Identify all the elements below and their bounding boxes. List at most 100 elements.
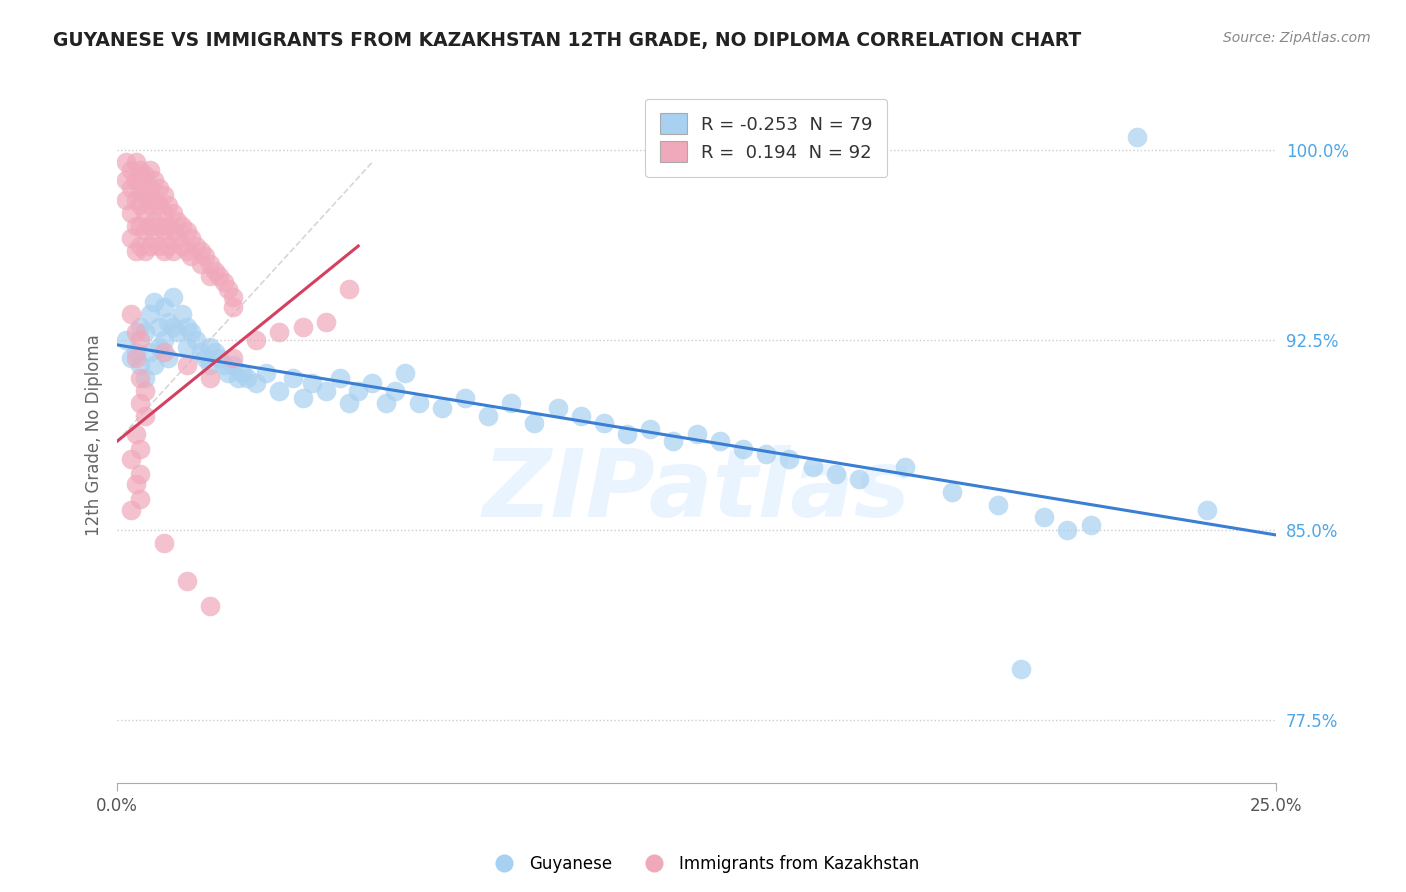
Point: [176, 244, 198, 259]
Point: [198, 257, 221, 271]
Point: [115, 194, 138, 208]
Point: [291, 391, 314, 405]
Point: [152, 244, 174, 259]
Point: [129, 467, 152, 482]
Point: [222, 351, 245, 365]
Point: [125, 173, 148, 187]
Legend: Guyanese, Immigrants from Kazakhstan: Guyanese, Immigrants from Kazakhstan: [481, 848, 925, 880]
Point: [129, 198, 152, 212]
Point: [231, 366, 253, 380]
Point: [1126, 130, 1149, 145]
Point: [194, 351, 217, 365]
Point: [115, 173, 138, 187]
Point: [115, 155, 138, 169]
Point: [755, 447, 778, 461]
Point: [315, 384, 337, 398]
Point: [166, 213, 188, 227]
Point: [212, 275, 235, 289]
Point: [375, 396, 398, 410]
Point: [138, 239, 160, 253]
Point: [269, 384, 291, 398]
Point: [157, 351, 180, 365]
Point: [291, 320, 314, 334]
Point: [125, 155, 148, 169]
Point: [222, 300, 245, 314]
Point: [848, 472, 870, 486]
Point: [125, 325, 148, 339]
Point: [120, 502, 142, 516]
Point: [134, 206, 156, 220]
Point: [134, 325, 156, 339]
Point: [190, 257, 212, 271]
Legend: R = -0.253  N = 79, R =  0.194  N = 92: R = -0.253 N = 79, R = 0.194 N = 92: [645, 99, 887, 177]
Point: [269, 325, 291, 339]
Point: [337, 282, 360, 296]
Point: [190, 244, 212, 259]
Point: [125, 219, 148, 233]
Point: [176, 358, 198, 372]
Point: [172, 219, 194, 233]
Point: [254, 366, 277, 380]
Point: [129, 492, 152, 507]
Point: [162, 320, 184, 334]
Point: [616, 426, 638, 441]
Point: [148, 239, 170, 253]
Point: [347, 384, 370, 398]
Point: [152, 188, 174, 202]
Point: [208, 351, 231, 365]
Point: [143, 358, 166, 372]
Point: [152, 345, 174, 359]
Text: Source: ZipAtlas.com: Source: ZipAtlas.com: [1223, 31, 1371, 45]
Point: [208, 269, 231, 284]
Point: [245, 376, 267, 390]
Point: [162, 206, 184, 220]
Point: [894, 459, 917, 474]
Point: [143, 231, 166, 245]
Point: [217, 282, 239, 296]
Point: [384, 384, 406, 398]
Point: [148, 180, 170, 194]
Point: [148, 340, 170, 354]
Point: [1033, 510, 1056, 524]
Point: [222, 290, 245, 304]
Point: [134, 384, 156, 398]
Point: [120, 163, 142, 178]
Point: [129, 219, 152, 233]
Point: [152, 300, 174, 314]
Point: [184, 239, 207, 253]
Point: [329, 371, 352, 385]
Point: [176, 340, 198, 354]
Point: [685, 426, 707, 441]
Point: [129, 396, 152, 410]
Point: [129, 333, 152, 347]
Point: [176, 320, 198, 334]
Point: [115, 333, 138, 347]
Point: [143, 173, 166, 187]
Point: [194, 249, 217, 263]
Point: [198, 340, 221, 354]
Point: [337, 396, 360, 410]
Point: [204, 264, 226, 278]
Point: [148, 198, 170, 212]
Point: [198, 599, 221, 613]
Point: [120, 308, 142, 322]
Point: [408, 396, 430, 410]
Y-axis label: 12th Grade, No Diploma: 12th Grade, No Diploma: [86, 334, 103, 536]
Point: [184, 333, 207, 347]
Point: [129, 371, 152, 385]
Point: [778, 452, 800, 467]
Point: [129, 320, 152, 334]
Point: [217, 366, 239, 380]
Point: [134, 371, 156, 385]
Point: [125, 477, 148, 491]
Point: [125, 345, 148, 359]
Point: [134, 168, 156, 182]
Point: [120, 206, 142, 220]
Point: [180, 325, 202, 339]
Point: [129, 163, 152, 178]
Point: [1010, 662, 1032, 676]
Point: [148, 320, 170, 334]
Point: [1056, 523, 1078, 537]
Point: [125, 351, 148, 365]
Point: [157, 219, 180, 233]
